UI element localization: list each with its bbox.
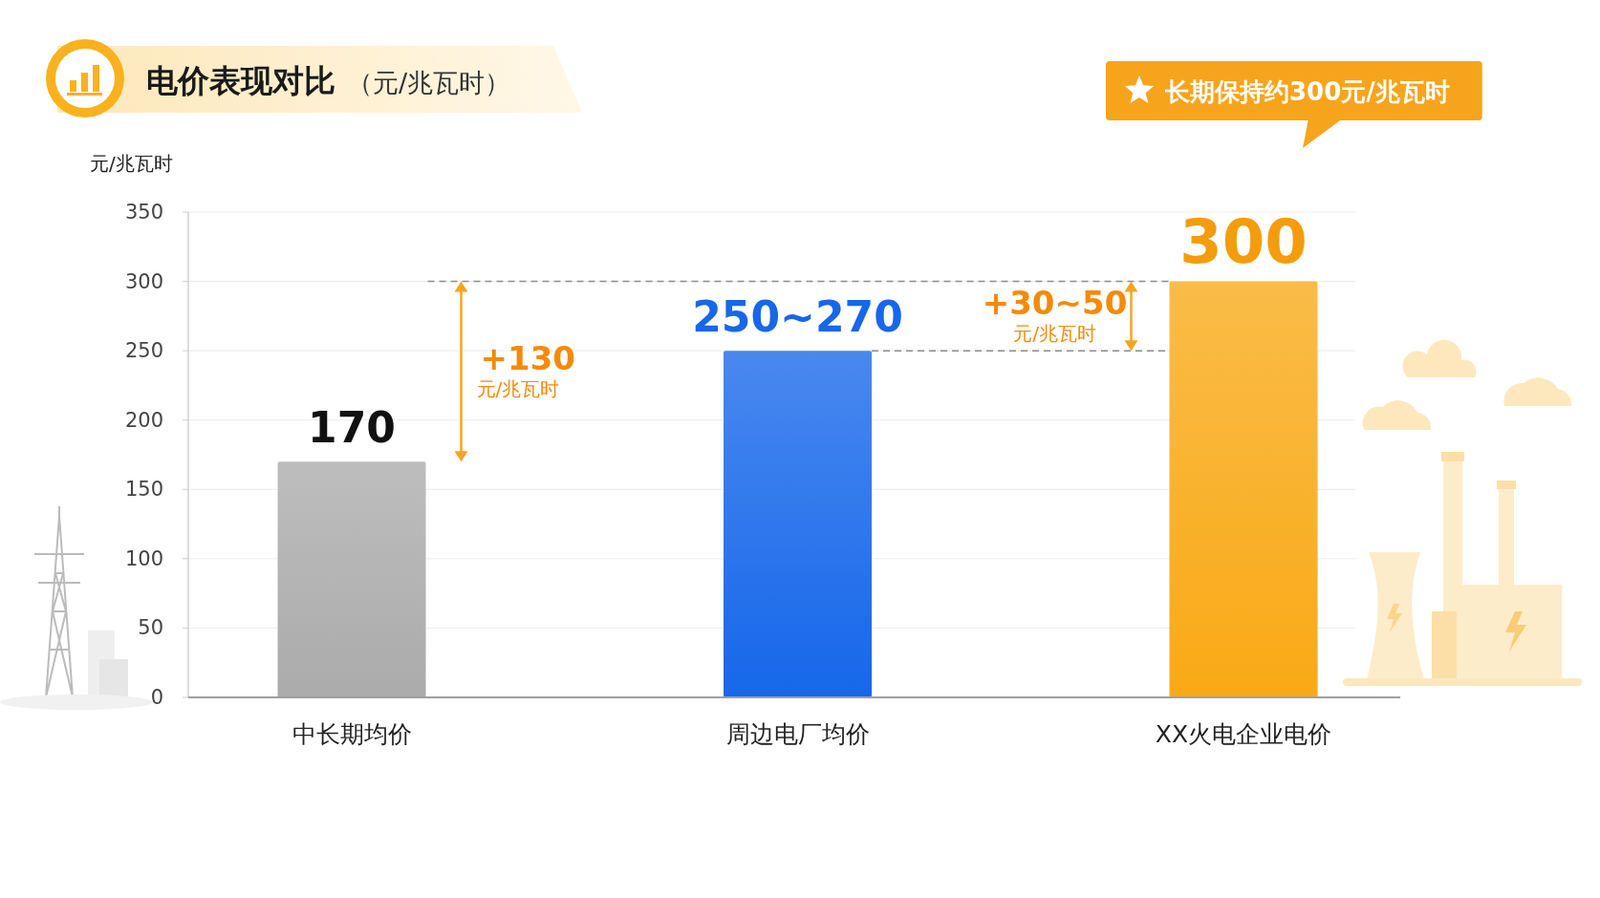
subtitle: （元/兆瓦时） <box>346 67 511 98</box>
y-tick-label: 250 <box>125 339 164 363</box>
dashed-guide <box>871 349 1170 352</box>
cloud <box>1402 340 1476 378</box>
icon-base <box>66 92 103 96</box>
pylon <box>34 506 85 698</box>
callout-text: 长期保持约300元/兆瓦时 <box>1164 77 1450 107</box>
bar <box>723 350 872 698</box>
ground <box>0 694 153 711</box>
bolt <box>1505 611 1527 652</box>
arrow-line <box>459 291 463 454</box>
tick-mark <box>182 350 189 352</box>
tick-mark <box>182 281 189 282</box>
city-building <box>99 659 129 698</box>
data-label: 250~270 <box>691 292 904 342</box>
bar <box>1169 281 1319 698</box>
tick-mark <box>182 558 189 560</box>
callout: 长期保持约300元/兆瓦时 <box>1105 61 1483 149</box>
building <box>1431 611 1459 681</box>
annotation-value: +130 <box>480 339 576 378</box>
cloud <box>1491 377 1572 407</box>
x-axis-line <box>188 696 1401 699</box>
annotations: +130元/兆瓦时+30~50元/兆瓦时 <box>428 281 1170 463</box>
arrow-head <box>454 451 469 462</box>
arrow-line <box>1129 291 1133 343</box>
arrow-head <box>454 281 469 293</box>
annotation-unit: 元/兆瓦时 <box>476 377 561 401</box>
y-tick-label: 200 <box>125 409 164 433</box>
annotation-unit: 元/兆瓦时 <box>1013 322 1097 346</box>
callout-star <box>1124 75 1154 104</box>
x-tick-label: XX火电企业电价 <box>1155 720 1332 749</box>
tick-mark <box>182 627 189 629</box>
bars <box>278 281 1319 698</box>
title: 电价表现对比 <box>146 62 336 100</box>
icon-bar <box>81 72 88 92</box>
title-icon-inner <box>55 48 115 109</box>
y-tick-label: 50 <box>137 616 164 640</box>
x-tick-label: 周边电厂均价 <box>726 720 870 749</box>
cooling-tower <box>1366 552 1425 681</box>
title-banner <box>57 45 583 113</box>
icon-bar <box>92 64 100 92</box>
pylon-lines <box>34 506 85 698</box>
dashed-guide <box>428 281 1170 283</box>
data-label: 170 <box>307 403 396 453</box>
arrow-head <box>1124 340 1139 351</box>
y-tick-label: 350 <box>125 200 164 224</box>
y-tick-label: 0 <box>151 686 164 710</box>
y-tick-label: 300 <box>125 270 164 294</box>
annotation-value: +30~50 <box>982 283 1128 323</box>
tick-mark <box>182 489 189 491</box>
chart-canvas: 电价表现对比 （元/兆瓦时） 长期保持约300元/兆瓦时元/兆瓦时 0 50 100 150… <box>0 0 1600 898</box>
tick-mark <box>182 419 189 421</box>
cloud <box>1357 400 1431 431</box>
ground <box>1342 678 1582 687</box>
callout-tail <box>1302 118 1343 149</box>
bar <box>278 461 427 698</box>
y-tick-label: 100 <box>125 547 164 571</box>
y-tick-label: 150 <box>125 477 164 501</box>
building <box>1456 584 1562 681</box>
tick-mark <box>182 212 189 214</box>
bolt <box>1386 604 1403 633</box>
y-axis-line <box>187 212 190 698</box>
icon-bar <box>69 80 77 92</box>
y-axis-title: 元/兆瓦时 <box>89 151 173 175</box>
x-tick-label: 中长期均价 <box>292 720 412 749</box>
decoration <box>0 340 1582 711</box>
data-label: 300 <box>1179 206 1308 278</box>
callout-box <box>1105 61 1483 121</box>
grid <box>182 212 1356 698</box>
title-icon <box>45 39 125 118</box>
chimney-top <box>1441 452 1465 462</box>
tick-mark <box>182 697 189 699</box>
chimney-top <box>1496 480 1516 490</box>
